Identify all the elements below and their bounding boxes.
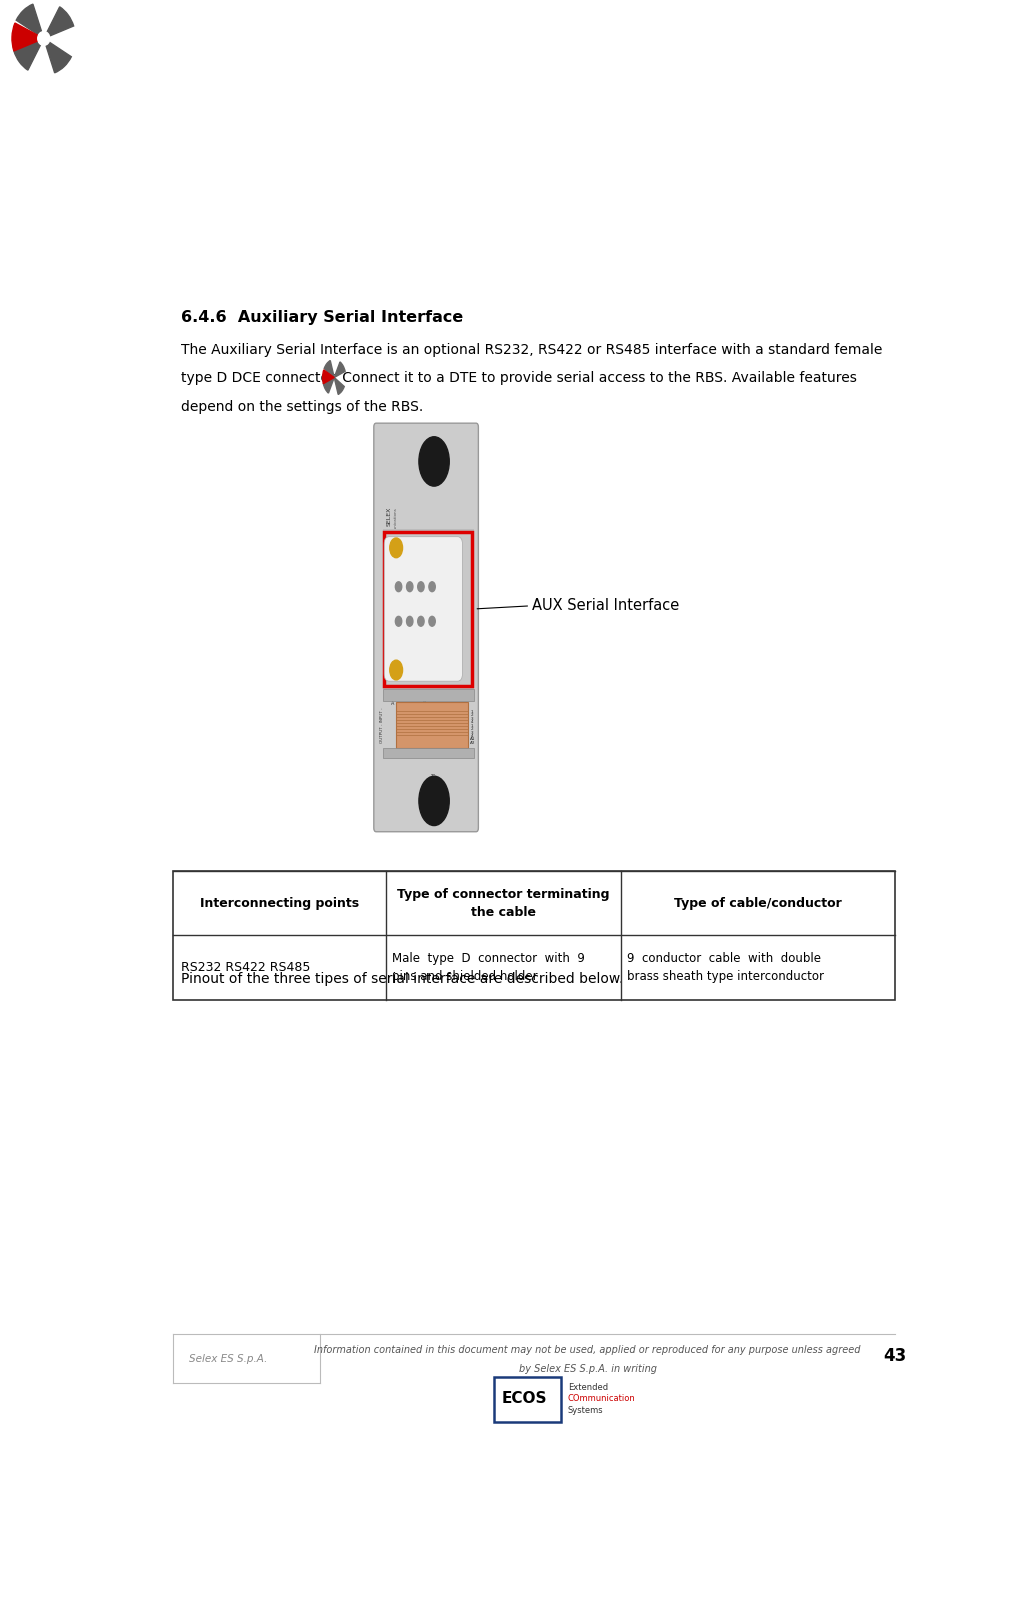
Text: 1: 1 <box>471 710 473 713</box>
Text: 1: 1 <box>471 723 473 728</box>
Text: RS232 RS422 RS485: RS232 RS422 RS485 <box>180 962 310 975</box>
Bar <box>173 870 895 1000</box>
Circle shape <box>428 616 436 627</box>
Text: Male  type  D  connector  with  9
pins and shielded holder: Male type D connector with 9 pins and sh… <box>392 952 585 983</box>
Wedge shape <box>323 377 334 393</box>
Bar <box>382 747 474 758</box>
Circle shape <box>407 616 413 627</box>
Text: SELEX: SELEX <box>386 507 391 526</box>
Wedge shape <box>43 6 74 38</box>
Text: 4: 4 <box>471 720 473 725</box>
Text: Interconnecting points: Interconnecting points <box>200 896 358 911</box>
Text: SWITCH: SWITCH <box>432 771 437 790</box>
Wedge shape <box>12 22 43 51</box>
Circle shape <box>396 582 402 592</box>
Text: 3: 3 <box>471 731 473 734</box>
Text: type D DCE connector. Connect it to a DTE to provide serial access to the RBS. A: type D DCE connector. Connect it to a DT… <box>180 372 857 385</box>
Text: The Auxiliary Serial Interface is an optional RS232, RS422 or RS485 interface wi: The Auxiliary Serial Interface is an opt… <box>180 343 882 357</box>
Text: by Selex ES S.p.A. in writing: by Selex ES S.p.A. in writing <box>519 1364 657 1374</box>
Ellipse shape <box>419 776 449 826</box>
Text: AUX Serial Interface: AUX Serial Interface <box>531 598 679 614</box>
Circle shape <box>418 616 424 627</box>
Circle shape <box>389 539 403 558</box>
Text: ECOS: ECOS <box>502 1391 547 1406</box>
Wedge shape <box>16 5 43 38</box>
Text: 43: 43 <box>884 1347 906 1366</box>
Bar <box>382 529 474 689</box>
Circle shape <box>396 616 402 627</box>
Text: 4: 4 <box>471 734 473 737</box>
Text: Systems: Systems <box>568 1406 604 1415</box>
Circle shape <box>38 32 49 45</box>
Text: 6.4.6  Auxiliary Serial Interface: 6.4.6 Auxiliary Serial Interface <box>180 309 462 325</box>
Text: Selex ES S.p.A.: Selex ES S.p.A. <box>188 1355 267 1364</box>
Circle shape <box>407 582 413 592</box>
Text: 2: 2 <box>471 728 473 731</box>
Text: Type of cable/conductor: Type of cable/conductor <box>674 896 842 911</box>
Circle shape <box>389 660 403 680</box>
Wedge shape <box>13 38 43 71</box>
Text: A1: A1 <box>471 737 476 742</box>
Text: COmmunication: COmmunication <box>568 1393 636 1403</box>
Text: A: A <box>390 701 393 705</box>
Ellipse shape <box>419 436 449 486</box>
Wedge shape <box>334 362 345 377</box>
Circle shape <box>418 582 424 592</box>
Text: Information contained in this document may not be used, applied or reproduced fo: Information contained in this document m… <box>314 1345 861 1355</box>
Text: Pinout of the three tipes of serial interface are described below.: Pinout of the three tipes of serial inte… <box>180 973 623 986</box>
Wedge shape <box>334 377 344 394</box>
Text: OUTPUT - INPUT -: OUTPUT - INPUT - <box>380 707 384 742</box>
Text: 9  conductor  cable  with  double
brass sheath type interconductor: 9 conductor cable with double brass shea… <box>627 952 824 983</box>
Text: 2: 2 <box>471 713 473 718</box>
Text: |o|: |o| <box>465 604 472 614</box>
Wedge shape <box>322 370 334 383</box>
Text: A2: A2 <box>471 741 476 745</box>
Text: Communications: Communications <box>393 507 398 542</box>
Text: B: B <box>422 701 425 705</box>
Circle shape <box>428 582 436 592</box>
Bar <box>384 532 472 686</box>
Bar <box>494 1377 561 1422</box>
Wedge shape <box>43 38 71 72</box>
Wedge shape <box>324 361 334 377</box>
Text: depend on the settings of the RBS.: depend on the settings of the RBS. <box>180 399 423 414</box>
Bar <box>382 689 474 701</box>
FancyBboxPatch shape <box>374 423 478 832</box>
FancyBboxPatch shape <box>384 537 462 681</box>
Text: Extended: Extended <box>568 1383 608 1391</box>
Text: 3: 3 <box>471 717 473 721</box>
Text: Type of connector terminating
the cable: Type of connector terminating the cable <box>397 888 610 919</box>
Bar <box>397 702 468 747</box>
